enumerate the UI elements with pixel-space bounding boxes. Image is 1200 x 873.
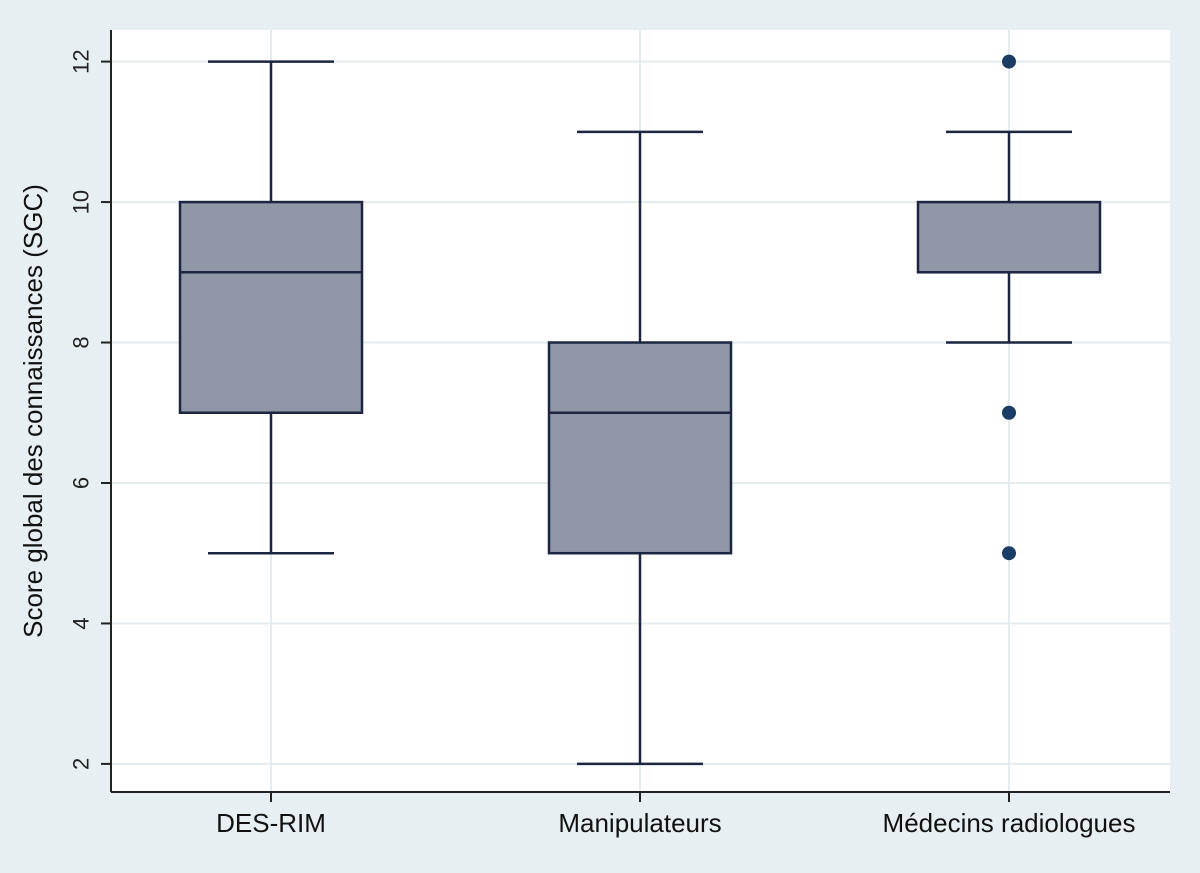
y-axis-title: Score global des connaissances (SGC) <box>18 184 48 638</box>
outlier-point-1 <box>1002 54 1016 69</box>
outlier-point-3 <box>1002 546 1016 561</box>
y-tick-label-4: 4 <box>69 617 94 629</box>
axes: 2 4 6 8 10 12 DES-RIM Manipulateurs Médecins rad… <box>69 30 1170 838</box>
iqr-box <box>547 341 733 555</box>
x-category-label-3: Médecins radiologues <box>883 808 1136 838</box>
y-tick-label-6: 6 <box>69 477 94 489</box>
iqr-box <box>178 200 364 415</box>
box-group-3 <box>916 54 1102 561</box>
y-tick-label-8: 8 <box>69 336 94 348</box>
x-category-label-2: Manipulateurs <box>558 808 721 838</box>
outlier-point-2 <box>1002 405 1016 420</box>
box-group-2 <box>547 130 733 766</box>
y-tick-label-12: 12 <box>69 49 94 73</box>
iqr-box <box>916 200 1102 274</box>
y-tick-label-2: 2 <box>69 758 94 770</box>
y-tick-label-10: 10 <box>69 190 94 214</box>
boxes <box>178 54 1102 766</box>
box-group-1 <box>178 60 364 555</box>
x-category-label-1: DES-RIM <box>216 808 326 838</box>
